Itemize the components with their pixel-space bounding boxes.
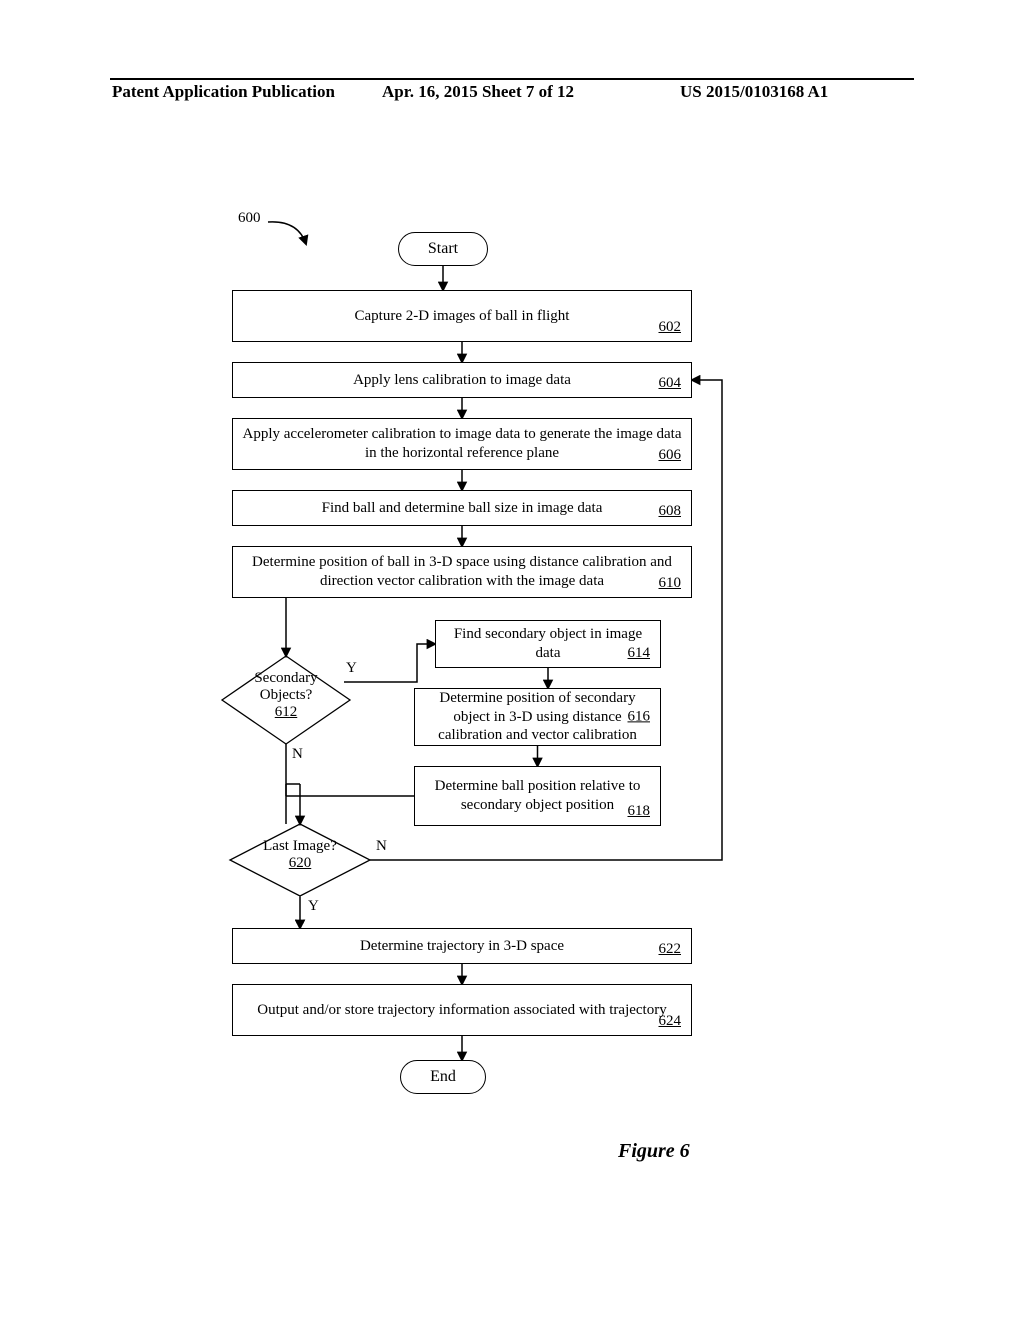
- step-614: Find secondary object in image data614: [435, 620, 661, 668]
- step-602: Capture 2-D images of ball in flight 602: [232, 290, 692, 342]
- step-608: Find ball and determine ball size in ima…: [232, 490, 692, 526]
- step-618: Determine ball position relative to seco…: [414, 766, 661, 826]
- d612-no: N: [292, 746, 303, 763]
- step-604: Apply lens calibration to image data 604: [232, 362, 692, 398]
- terminal-start: Start: [398, 232, 488, 266]
- step-616: Determine position of secondary object i…: [414, 688, 661, 746]
- header-rule: [110, 78, 914, 80]
- step-ref: 622: [659, 940, 682, 959]
- d612-yes: Y: [346, 660, 357, 677]
- patent-page: Patent Application Publication Apr. 16, …: [0, 0, 1024, 1320]
- step-text: Capture 2-D images of ball in flight: [355, 307, 570, 326]
- header-date: Apr. 16, 2015 Sheet 7 of 12: [382, 82, 574, 102]
- decision-620: Last Image?620: [236, 838, 364, 872]
- decision-612: SecondaryObjects?612: [228, 670, 344, 721]
- header-pub: US 2015/0103168 A1: [680, 82, 828, 102]
- step-text: Determine position of ball in 3-D space …: [239, 553, 685, 591]
- step-622: Determine trajectory in 3-D space 622: [232, 928, 692, 964]
- step-ref: 604: [659, 374, 682, 393]
- step-624: Output and/or store trajectory informati…: [232, 984, 692, 1036]
- d620-no: N: [376, 838, 387, 855]
- step-ref: 606: [659, 446, 682, 465]
- step-text: Find ball and determine ball size in ima…: [322, 499, 603, 518]
- d620-yes: Y: [308, 898, 319, 915]
- step-text: Output and/or store trajectory informati…: [257, 1001, 666, 1020]
- ref-600: 600: [238, 210, 261, 227]
- step-ref: 624: [659, 1012, 682, 1031]
- step-text: Apply lens calibration to image data: [353, 371, 571, 390]
- step-ref: 608: [659, 502, 682, 521]
- step-ref: 618: [628, 802, 651, 821]
- step-text: Determine trajectory in 3-D space: [360, 937, 564, 956]
- step-610: Determine position of ball in 3-D space …: [232, 546, 692, 598]
- header-left: Patent Application Publication: [112, 82, 335, 102]
- step-text: Find secondary object in image data: [442, 625, 654, 663]
- step-ref: 616: [628, 708, 651, 727]
- step-ref: 614: [628, 644, 651, 663]
- step-606: Apply accelerometer calibration to image…: [232, 418, 692, 470]
- step-text: Determine ball position relative to seco…: [421, 777, 654, 815]
- step-ref: 602: [659, 318, 682, 337]
- step-text: Apply accelerometer calibration to image…: [239, 425, 685, 463]
- step-text: Determine position of secondary object i…: [421, 689, 654, 745]
- terminal-end: End: [400, 1060, 486, 1094]
- step-ref: 610: [659, 574, 682, 593]
- figure-label: Figure 6: [618, 1140, 690, 1163]
